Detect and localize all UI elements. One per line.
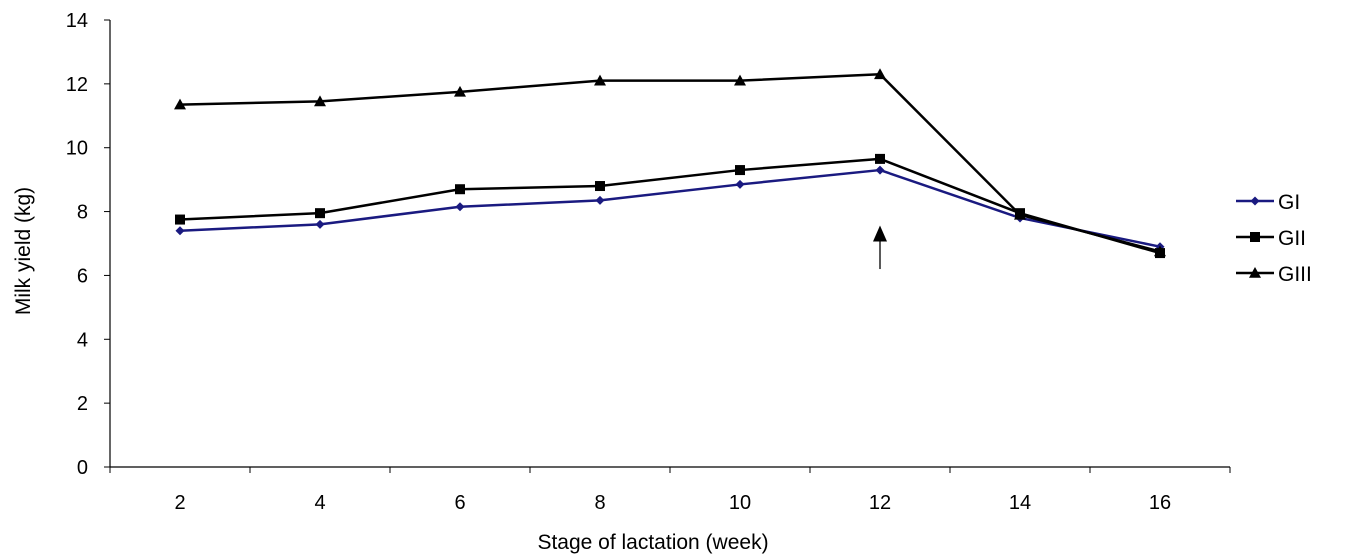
data-point-gii bbox=[175, 214, 185, 225]
x-axis-title: Stage of lactation (week) bbox=[537, 531, 768, 554]
data-point-giii bbox=[1014, 208, 1026, 220]
legend-label: GII bbox=[1278, 227, 1306, 250]
x-tick-label: 8 bbox=[594, 492, 605, 514]
legend-marker bbox=[1250, 232, 1260, 242]
y-axis-ticks: 0 2 4 6 8 10 12 14 bbox=[66, 10, 110, 479]
series-giii bbox=[174, 68, 1166, 257]
data-point-giii bbox=[734, 74, 746, 86]
x-tick-label: 16 bbox=[1149, 492, 1171, 514]
data-point-gii bbox=[875, 153, 885, 164]
data-point-giii bbox=[454, 85, 466, 97]
data-point-gii bbox=[455, 184, 465, 195]
data-point-gi bbox=[455, 202, 465, 212]
legend-label: GIII bbox=[1278, 263, 1312, 286]
data-point-gii bbox=[595, 181, 605, 192]
x-tick-label: 10 bbox=[729, 492, 751, 514]
y-tick-label: 4 bbox=[77, 329, 88, 351]
x-tick-label: 12 bbox=[869, 492, 891, 514]
data-point-gi bbox=[735, 179, 745, 189]
x-tick-label: 14 bbox=[1009, 492, 1031, 514]
data-point-giii bbox=[594, 74, 606, 86]
data-point-giii bbox=[1154, 245, 1166, 257]
legend-marker bbox=[1249, 267, 1261, 278]
data-point-gi bbox=[595, 195, 605, 205]
legend-item-giii: GIII bbox=[1236, 263, 1312, 286]
arrow-annotation bbox=[873, 225, 887, 270]
legend: GI GII GIII bbox=[1236, 191, 1312, 286]
series-line-gii bbox=[179, 157, 1161, 255]
data-point-gii bbox=[735, 165, 745, 176]
data-point-gii bbox=[315, 208, 325, 219]
y-tick-label: 10 bbox=[66, 138, 88, 160]
legend-item-gii: GII bbox=[1236, 227, 1306, 250]
series-group bbox=[174, 68, 1166, 259]
y-tick-label: 14 bbox=[66, 10, 88, 32]
series-line-giii bbox=[179, 73, 1161, 253]
axes bbox=[109, 20, 1230, 468]
x-tick-label: 6 bbox=[454, 492, 465, 514]
arrow-head bbox=[873, 225, 887, 242]
legend-marker bbox=[1250, 196, 1260, 206]
data-point-gi bbox=[175, 226, 185, 236]
y-tick-label: 0 bbox=[77, 457, 88, 479]
y-tick-label: 6 bbox=[77, 265, 88, 287]
legend-item-gi: GI bbox=[1236, 191, 1300, 214]
data-point-giii bbox=[314, 95, 326, 107]
y-tick-label: 8 bbox=[77, 202, 88, 224]
data-point-gi bbox=[875, 165, 885, 175]
series-gii bbox=[175, 153, 1165, 259]
x-tick-label: 4 bbox=[314, 492, 325, 514]
data-point-giii bbox=[874, 68, 886, 80]
y-tick-label: 12 bbox=[66, 74, 88, 96]
y-axis-title: Milk yield (kg) bbox=[12, 187, 35, 315]
data-point-gi bbox=[315, 219, 325, 229]
data-point-giii bbox=[174, 98, 186, 110]
x-tick-label: 2 bbox=[174, 492, 185, 514]
series-line-gi bbox=[179, 168, 1161, 248]
legend-label: GI bbox=[1278, 191, 1300, 214]
y-tick-label: 2 bbox=[77, 393, 88, 415]
x-axis-ticks: 2 4 6 8 10 12 14 16 bbox=[109, 467, 1231, 514]
